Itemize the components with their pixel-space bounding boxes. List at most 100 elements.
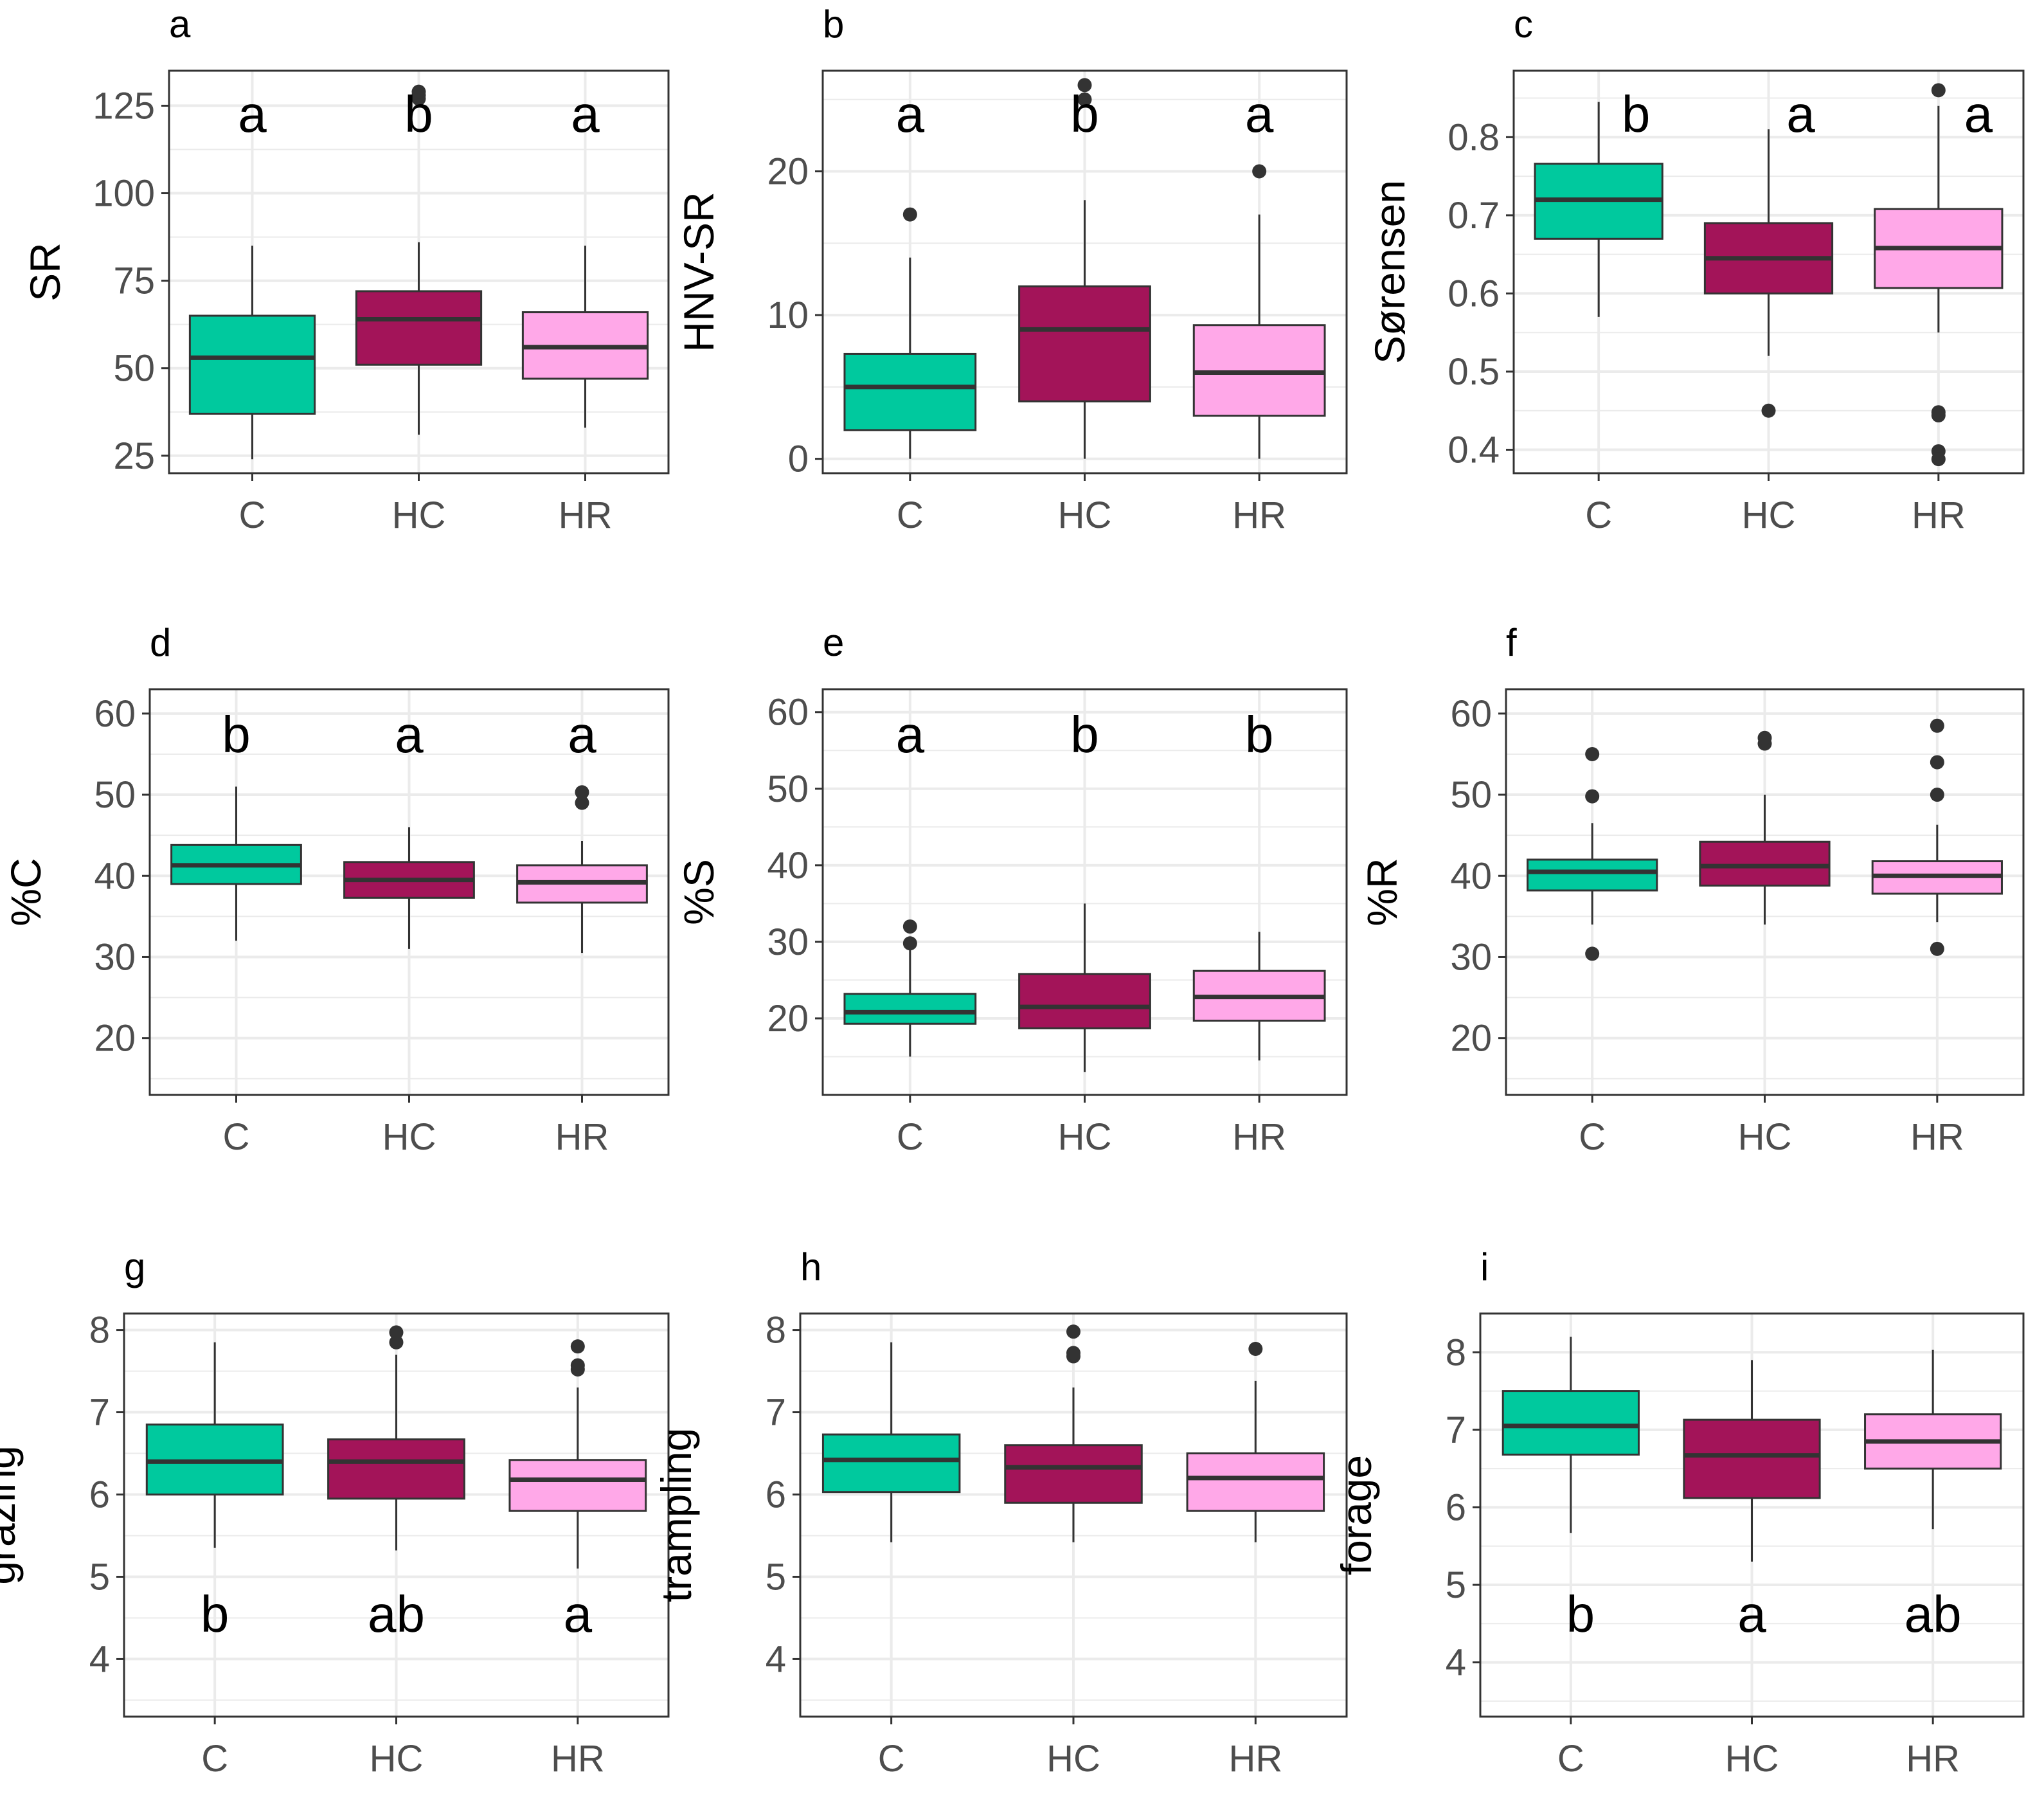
significance-letter: a xyxy=(1964,86,1993,143)
panel-a: 25 50 75 100 125 C HC HR a b a a SR xyxy=(21,3,670,536)
significance-letter: a xyxy=(896,86,925,143)
outlier-point xyxy=(570,1339,585,1354)
y-tick-label: 40 xyxy=(767,845,809,887)
box-HC xyxy=(1018,285,1151,402)
x-tick-label: HR xyxy=(1232,494,1286,536)
panel-border xyxy=(821,688,1348,1096)
panel-tag: d xyxy=(150,621,171,664)
y-axis-label: forage xyxy=(1332,1455,1380,1575)
box-HC xyxy=(327,1438,465,1500)
outlier-point xyxy=(575,795,589,810)
panel-border xyxy=(799,1312,1348,1718)
y-tick-label: 60 xyxy=(767,692,809,734)
panel-tag: c xyxy=(1514,3,1533,46)
box-HC xyxy=(1018,973,1151,1029)
y-axis-label: Sørensen xyxy=(1366,180,1413,364)
outlier-point xyxy=(411,84,426,99)
outlier-point xyxy=(1066,1324,1080,1339)
panel-border xyxy=(1479,1312,2025,1718)
significance-letter: a xyxy=(896,706,925,763)
y-tick-label: 20 xyxy=(767,151,809,193)
outlier-point xyxy=(1931,83,1946,98)
box-C xyxy=(1527,858,1658,892)
y-tick-label: 4 xyxy=(1446,1642,1466,1684)
y-tick-label: 5 xyxy=(766,1556,786,1598)
significance-letter: b xyxy=(1070,706,1099,763)
y-tick-label: 0.8 xyxy=(1448,116,1500,158)
x-tick-label: C xyxy=(878,1738,905,1780)
box-HR xyxy=(508,1459,647,1512)
y-tick-label: 7 xyxy=(1446,1409,1466,1451)
y-axis-label: %C xyxy=(2,858,49,926)
outlier-point xyxy=(1585,946,1600,961)
y-axis-label: %R xyxy=(1358,858,1406,926)
outlier-point xyxy=(902,207,917,222)
x-tick-label: HR xyxy=(1912,494,1966,536)
panel-border xyxy=(1512,69,2025,474)
box-HC xyxy=(355,290,483,366)
y-tick-label: 20 xyxy=(1450,1018,1492,1060)
x-tick-label: C xyxy=(897,494,924,536)
outlier-point xyxy=(1931,452,1946,467)
panel-f: 20 30 40 50 60 C HC HR f %R xyxy=(1358,621,2025,1158)
significance-letter: ab xyxy=(368,1585,425,1643)
significance-letter: a xyxy=(568,706,596,763)
x-tick-label: HC xyxy=(1738,1116,1792,1158)
y-tick-label: 7 xyxy=(766,1392,786,1434)
y-tick-label: 0.6 xyxy=(1448,273,1500,314)
y-tick-label: 40 xyxy=(94,855,136,897)
outlier-point xyxy=(1252,164,1267,179)
significance-letter: b xyxy=(201,1585,229,1643)
panel-border xyxy=(168,69,670,474)
y-tick-label: 30 xyxy=(767,921,809,963)
y-tick-label: 40 xyxy=(1450,855,1492,897)
x-tick-label: C xyxy=(201,1738,228,1780)
y-tick-label: 25 xyxy=(113,435,155,477)
x-tick-label: HR xyxy=(1228,1738,1282,1780)
x-tick-label: HC xyxy=(1046,1738,1100,1780)
box-HR xyxy=(1186,1452,1325,1512)
panel-tag: h xyxy=(800,1245,821,1288)
y-tick-label: 4 xyxy=(89,1638,110,1680)
outlier-point xyxy=(570,1358,585,1373)
outlier-point xyxy=(389,1325,404,1340)
box-HC xyxy=(1699,840,1831,887)
outlier-point xyxy=(1585,746,1600,761)
outlier-point xyxy=(1931,408,1946,423)
x-tick-label: HR xyxy=(1910,1116,1964,1158)
panel-e: 20 30 40 50 60 C HC HR a b b e %S xyxy=(675,621,1348,1158)
y-axis-label: trampling xyxy=(652,1428,700,1602)
x-tick-label: HC xyxy=(382,1116,436,1158)
panel-border xyxy=(148,688,670,1096)
x-tick-label: C xyxy=(897,1116,924,1158)
x-tick-label: HC xyxy=(1742,494,1796,536)
y-tick-label: 75 xyxy=(113,260,155,302)
y-axis-label: HNV-SR xyxy=(675,192,722,352)
x-tick-label: HC xyxy=(1058,494,1112,536)
significance-letter: b xyxy=(404,86,433,143)
panel-b: 0 10 20 C HC HR a b a b HNV-SR xyxy=(675,3,1348,536)
outlier-point xyxy=(1248,1342,1263,1357)
x-tick-label: C xyxy=(223,1116,250,1158)
y-tick-label: 60 xyxy=(1450,693,1492,735)
x-tick-label: C xyxy=(1585,494,1612,536)
panel-border xyxy=(123,1312,670,1718)
y-tick-label: 8 xyxy=(89,1310,110,1351)
outlier-point xyxy=(902,919,917,934)
outlier-point xyxy=(1930,788,1944,802)
panel-tag: b xyxy=(823,3,844,46)
outlier-point xyxy=(902,936,917,951)
y-tick-label: 7 xyxy=(89,1392,110,1434)
y-tick-label: 50 xyxy=(113,348,155,390)
box-HC xyxy=(1683,1418,1821,1499)
panel-tag: a xyxy=(169,3,191,46)
y-tick-label: 4 xyxy=(766,1638,786,1680)
x-tick-label: C xyxy=(1579,1116,1606,1158)
y-tick-label: 8 xyxy=(766,1310,786,1351)
y-axis-label: grazing xyxy=(0,1445,24,1584)
y-tick-label: 5 xyxy=(1446,1564,1466,1606)
outlier-point xyxy=(1930,718,1944,733)
x-tick-label: HR xyxy=(551,1738,605,1780)
y-tick-label: 20 xyxy=(767,998,809,1040)
